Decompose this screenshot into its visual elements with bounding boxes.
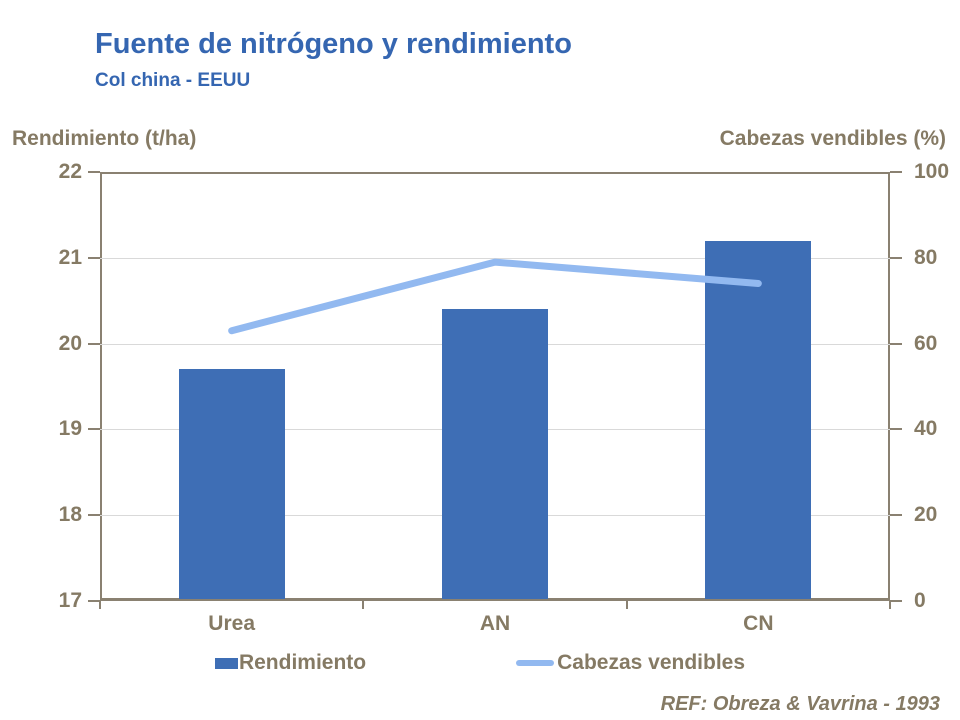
y-axis-tick-left <box>88 171 100 173</box>
legend-item-cabezas-vendibles: Cabezas vendibles <box>516 651 745 675</box>
x-category-label-urea: Urea <box>208 612 255 635</box>
y-axis-tick-label-right: 0 <box>914 589 926 612</box>
legend-label-rendimiento: Rendimiento <box>238 651 367 674</box>
line-series-swatch-icon <box>516 660 555 666</box>
x-category-label-cn: CN <box>743 612 774 635</box>
y-axis-tick-label-left: 18 <box>58 503 82 527</box>
y-axis-tick-label-left: 20 <box>58 331 82 355</box>
y-axis-tick-label-right: 60 <box>914 331 938 355</box>
y-axis-tick-label-right: 40 <box>914 417 938 441</box>
y-axis-tick-label-right: 20 <box>914 503 938 527</box>
legend: Rendimiento Cabezas vendibles <box>0 651 960 675</box>
y-axis-tick-right <box>890 428 902 431</box>
reference-note: REF: Obreza & Vavrina - 1993 <box>660 693 940 715</box>
y-axis-tick-label-left: 21 <box>58 245 82 269</box>
page-title: Fuente de nitrógeno y rendimiento <box>95 28 572 60</box>
gridline <box>100 257 890 259</box>
y-axis-tick-label-right: 80 <box>914 245 938 269</box>
bar-urea <box>178 369 285 599</box>
x-axis-tick <box>889 601 891 609</box>
y-axis-tick-left <box>88 342 100 345</box>
cabezas-vendibles-line <box>228 258 762 335</box>
bar-an <box>442 309 548 599</box>
x-axis-tick <box>362 601 365 609</box>
y-axis-tick-right <box>890 342 902 345</box>
y-axis-tick-right <box>890 171 902 173</box>
y-axis-tick-right <box>890 256 902 259</box>
y-axis-tick-label-left: 22 <box>58 160 82 183</box>
y-axis-tick-left <box>88 600 100 602</box>
legend-label-cabezas-vendibles: Cabezas vendibles <box>557 651 746 674</box>
y-axis-tick-right <box>890 514 902 517</box>
left-axis-title: Rendimiento (t/ha) <box>12 127 197 150</box>
y-axis-tick-left <box>88 256 100 259</box>
y-axis-tick-label-right: 100 <box>914 160 950 183</box>
y-axis-tick-label-left: 17 <box>58 589 82 612</box>
x-axis-tick <box>99 601 101 609</box>
legend-item-rendimiento: Rendimiento <box>214 651 367 675</box>
page-subtitle: Col china - EEUU <box>95 70 251 91</box>
y-axis-tick-right <box>890 600 902 602</box>
y-axis-tick-left <box>88 514 100 517</box>
right-axis-title: Cabezas vendibles (%) <box>719 127 946 150</box>
x-axis-tick <box>625 601 628 609</box>
bar-series-swatch-icon <box>214 657 238 669</box>
y-axis-tick-left <box>88 428 100 431</box>
y-axis-tick-label-left: 19 <box>58 417 82 441</box>
bar-cn <box>705 240 812 599</box>
x-category-label-an: AN <box>479 612 511 635</box>
